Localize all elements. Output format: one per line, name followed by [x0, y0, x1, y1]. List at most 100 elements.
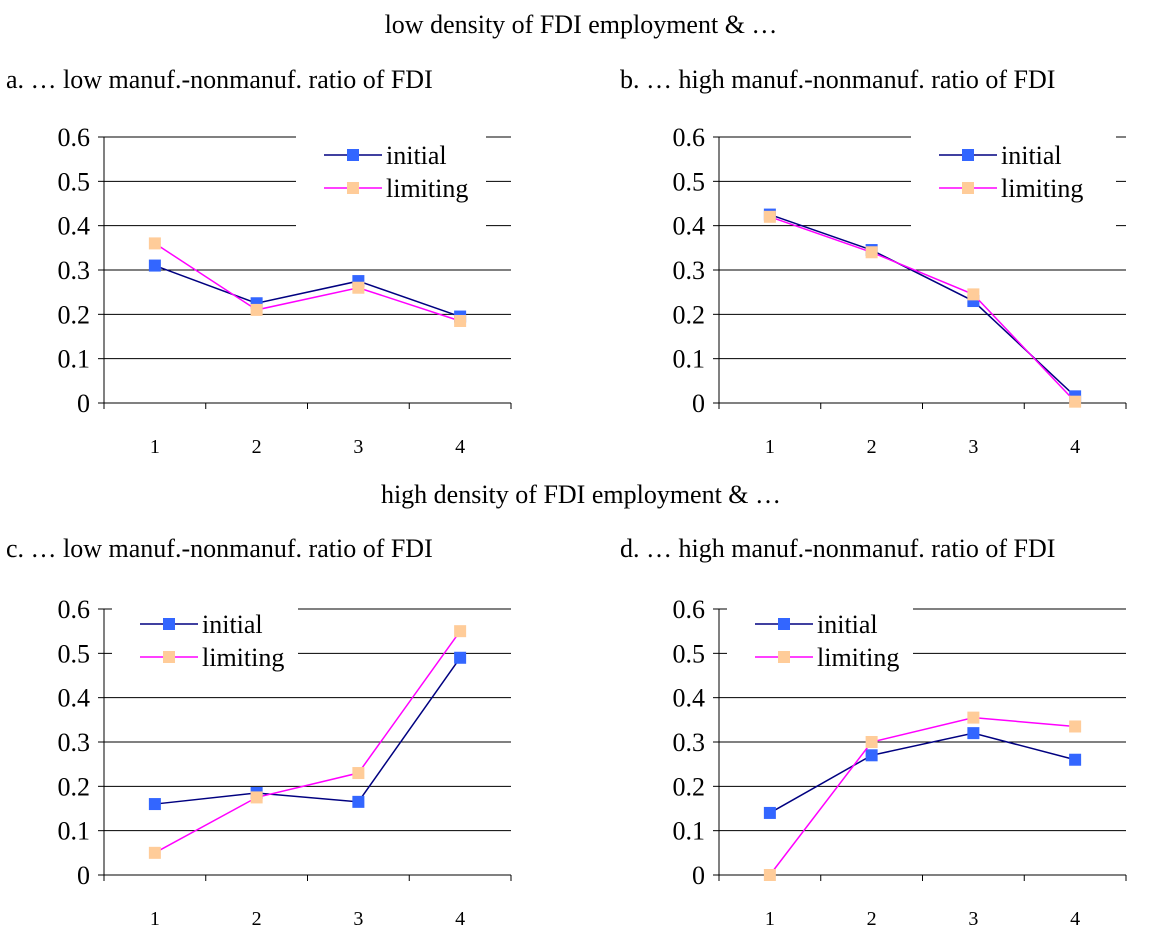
data-point-limiting: [967, 711, 980, 724]
legend-label-initial: initial: [386, 141, 447, 170]
data-point-limiting: [865, 246, 878, 259]
legend-label-limiting: limiting: [817, 643, 899, 672]
x-tick-label: 4: [455, 908, 465, 929]
x-tick-label: 3: [968, 436, 978, 458]
section-title-top: low density of FDI employment & …: [384, 10, 778, 39]
y-tick-label: 0.1: [58, 817, 91, 846]
panel-title-b: b. … high manuf.-nonmanuf. ratio of FDI: [620, 65, 1056, 94]
y-tick-label: 0.3: [58, 256, 91, 285]
panel-title-d: d. … high manuf.-nonmanuf. ratio of FDI: [620, 534, 1056, 563]
y-tick-label: 0.4: [673, 684, 706, 713]
x-tick-label: 3: [353, 908, 363, 929]
y-tick-label: 0.4: [673, 212, 706, 241]
data-point-limiting: [1069, 395, 1082, 408]
data-point-initial: [1069, 753, 1082, 766]
x-tick-label: 4: [1070, 908, 1080, 929]
x-tick-label: 1: [150, 436, 160, 458]
y-tick-label: 0.3: [58, 728, 91, 757]
legend-label-limiting: limiting: [1001, 174, 1083, 203]
y-tick-label: 0.6: [58, 595, 91, 624]
chart-c: 0 0.1 0.2 0.3 0.4 0.5 0.6 1 2 3 4 initial limiting: [58, 595, 512, 929]
y-tick-label: 0: [692, 861, 705, 890]
legend-marker-limiting: [347, 182, 359, 194]
legend-marker-limiting: [962, 182, 974, 194]
x-tick-label: 1: [150, 908, 160, 929]
section-title-bottom: high density of FDI employment & …: [380, 480, 782, 509]
y-tick-label: 0: [77, 389, 90, 418]
y-tick-label: 0.2: [58, 300, 91, 329]
data-point-limiting: [967, 288, 980, 301]
legend-label-initial: initial: [817, 610, 878, 639]
y-tick-label: 0.5: [673, 167, 706, 196]
x-tick-label: 2: [252, 436, 262, 458]
data-point-limiting: [454, 314, 467, 327]
x-tick-label: 1: [765, 436, 775, 458]
series-line-initial: [769, 213, 1076, 397]
data-point-limiting: [148, 846, 161, 859]
data-point-limiting: [148, 237, 161, 250]
data-point-initial: [148, 259, 161, 272]
y-tick-label: 0: [77, 861, 90, 890]
y-tick-label: 0.5: [58, 639, 91, 668]
data-point-initial: [865, 749, 878, 762]
data-point-limiting: [352, 767, 365, 780]
y-tick-label: 0.1: [673, 345, 706, 374]
legend-box: [296, 131, 486, 228]
x-tick-label: 1: [765, 908, 775, 929]
y-tick-label: 0.3: [673, 728, 706, 757]
panel-title-c: c. … low manuf.-nonmanuf. ratio of FDI: [6, 534, 433, 563]
legend-label-limiting: limiting: [202, 643, 284, 672]
legend-box: [727, 600, 913, 697]
y-tick-label: 0.1: [673, 817, 706, 846]
data-point-initial: [352, 795, 365, 808]
x-tick-label: 3: [353, 436, 363, 458]
legend-label-limiting: limiting: [386, 174, 468, 203]
chart-d: 0 0.1 0.2 0.3 0.4 0.5 0.6 1 2 3 4 initial limiting: [673, 595, 1127, 929]
data-point-initial: [148, 798, 161, 811]
legend-box: [911, 131, 1116, 228]
x-tick-label: 2: [867, 908, 877, 929]
x-tick-label: 4: [455, 436, 465, 458]
data-point-limiting: [1069, 720, 1082, 733]
y-tick-label: 0.5: [673, 639, 706, 668]
y-tick-label: 0.2: [58, 772, 91, 801]
legend-box: [112, 600, 298, 697]
x-tick-label: 3: [968, 908, 978, 929]
y-tick-label: 0.3: [673, 256, 706, 285]
y-tick-label: 0.2: [673, 772, 706, 801]
legend-marker-initial: [778, 618, 790, 630]
y-tick-label: 0: [692, 389, 705, 418]
series-line-limiting: [154, 242, 461, 322]
y-tick-label: 0.4: [58, 212, 91, 241]
y-tick-label: 0.4: [58, 684, 91, 713]
series-line-initial: [154, 264, 461, 318]
data-point-limiting: [454, 625, 467, 638]
series-line-limiting: [769, 216, 1076, 403]
series-line-initial: [154, 657, 461, 805]
x-tick-label: 2: [867, 436, 877, 458]
data-point-limiting: [865, 736, 878, 748]
legend-marker-initial: [962, 149, 974, 161]
x-tick-label: 2: [252, 908, 262, 929]
legend-marker-limiting: [778, 651, 790, 663]
series-line-limiting: [154, 630, 461, 854]
y-tick-label: 0.1: [58, 345, 91, 374]
x-tick-label: 4: [1070, 436, 1080, 458]
series-line-limiting: [769, 716, 1076, 876]
data-point-limiting: [763, 869, 776, 881]
y-tick-label: 0.6: [58, 123, 91, 152]
legend-label-initial: initial: [1001, 141, 1062, 170]
data-point-initial: [967, 727, 980, 740]
chart-b: 0 0.1 0.2 0.3 0.4 0.5 0.6 1 2 3 4 initial limiting: [673, 123, 1127, 458]
legend-marker-initial: [347, 149, 359, 161]
data-point-initial: [763, 806, 776, 819]
legend-marker-initial: [163, 618, 175, 630]
y-tick-label: 0.6: [673, 123, 706, 152]
series-line-initial: [769, 732, 1076, 814]
data-point-initial: [454, 651, 467, 664]
legend-marker-limiting: [163, 651, 175, 663]
y-tick-label: 0.2: [673, 300, 706, 329]
y-tick-label: 0.5: [58, 167, 91, 196]
data-point-limiting: [250, 303, 263, 316]
data-point-limiting: [763, 210, 776, 223]
